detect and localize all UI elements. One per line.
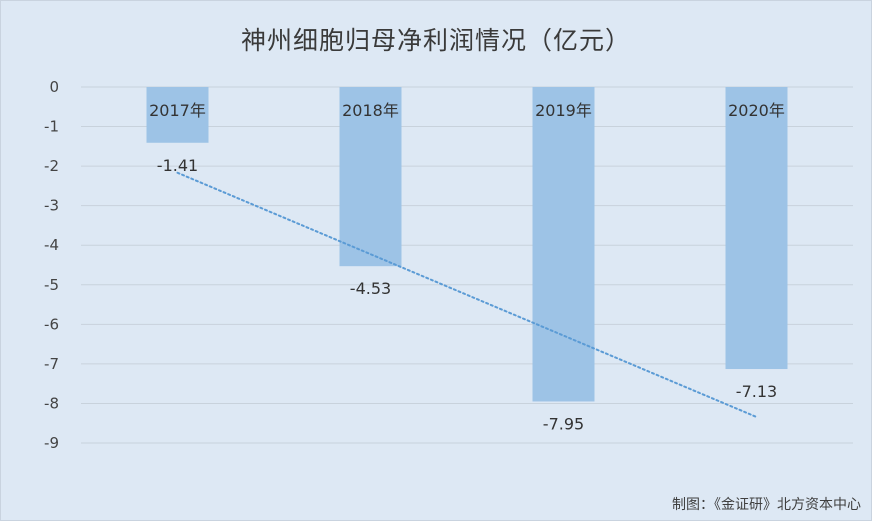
y-axis-ticks: 0 -1 -2 -3 -4 -5 -6 -7 -8 -9	[44, 78, 59, 452]
bar	[532, 87, 595, 402]
data-label: -1.41	[157, 156, 198, 175]
data-label: -7.95	[543, 414, 584, 433]
y-tick-label: -3	[44, 197, 59, 215]
y-tick-label: -5	[44, 276, 59, 294]
bars	[146, 87, 788, 402]
y-tick-label: -9	[44, 434, 59, 452]
category-label: 2019年	[535, 101, 592, 120]
category-label: 2017年	[149, 101, 206, 120]
bar	[725, 87, 788, 370]
y-tick-label: -4	[44, 236, 59, 254]
y-tick-label: -6	[44, 315, 59, 333]
chart-title: 神州细胞归母净利润情况（亿元）	[240, 26, 631, 55]
y-tick-label: 0	[49, 78, 59, 96]
y-tick-label: -2	[44, 157, 59, 175]
data-label: -7.13	[736, 382, 777, 401]
data-label: -4.53	[350, 279, 391, 298]
bar	[146, 87, 209, 143]
credit-text: 制图：《金证研》北方资本中心	[672, 497, 861, 513]
category-label: 2018年	[342, 101, 399, 120]
y-tick-label: -7	[44, 355, 59, 373]
category-labels: 2017年 2018年 2019年 2020年	[149, 101, 785, 120]
trendline	[176, 171, 758, 418]
gridlines	[81, 86, 853, 444]
y-tick-label: -8	[44, 394, 59, 412]
bar	[339, 87, 402, 267]
category-label: 2020年	[728, 101, 785, 120]
trendline-group	[176, 171, 758, 418]
data-labels: -1.41 -4.53 -7.95 -7.13	[157, 156, 777, 434]
y-tick-label: -1	[44, 118, 59, 136]
